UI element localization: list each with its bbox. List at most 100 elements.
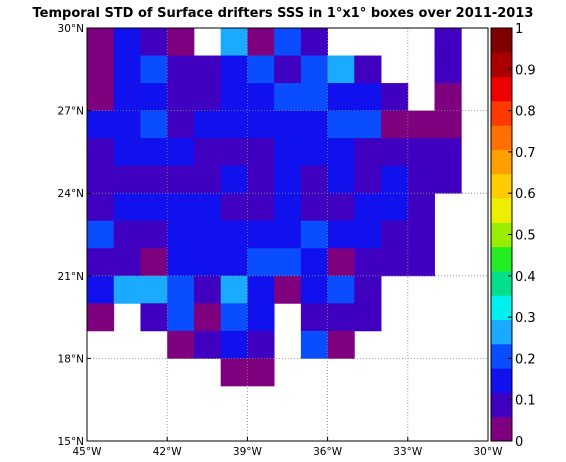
colorbar-segment [491,76,512,102]
colorbar-tick-label: 0.9 [515,63,536,78]
heatmap-cell [247,193,275,222]
colorbar-tick-label: 0.5 [515,229,536,244]
colorbar-segment [491,52,512,78]
heatmap-cell [381,220,409,249]
heatmap-cell [434,110,462,139]
heatmap-cell [300,248,328,277]
heatmap-cell [87,55,115,84]
heatmap-cell [247,303,275,332]
heatmap-cell [193,330,222,359]
heatmap-cell [87,275,115,304]
heatmap-cell [300,110,328,139]
heatmap-cell [354,220,382,249]
x-tick-label: 33°W [393,446,423,458]
heatmap-cell [274,110,302,139]
heatmap-cell [354,303,382,332]
colorbar: 0 0.1 0.2 0.3 0.4 0.5 0.6 0.7 0.8 0.9 1 [490,22,536,450]
heatmap-cell [327,248,355,277]
heatmap-cell [167,83,195,111]
heatmap-cell [220,220,248,249]
heatmap-cell [220,248,248,277]
heatmap-cell [247,248,275,277]
heatmap-cell [193,275,222,304]
heatmap-cell [87,28,115,56]
heatmap-cell [220,55,248,84]
heatmap-cell [354,138,382,167]
heatmap-cell [274,193,302,222]
heatmap-cell [327,165,355,194]
colorbar-tick-label: 0.8 [515,105,536,120]
heatmap-cell [193,83,222,111]
heatmap-cell [274,83,302,111]
heatmap-cell [327,220,355,249]
colorbar-segment [491,125,512,150]
heatmap-cell [274,138,302,167]
heatmap-cell [167,303,195,332]
heatmap-cell [113,220,141,249]
heatmap-cell [300,303,328,332]
heatmap-cell [327,275,355,304]
heatmap-cell [113,83,141,111]
heatmap-cell [407,193,435,222]
heatmap-cell [113,55,141,84]
heatmap-cell [87,83,115,111]
heatmap-cell [140,275,168,304]
heatmap-cell [113,193,141,222]
heatmap-cell [300,83,328,111]
heatmap-cell [167,275,195,304]
heatmap-cell [113,248,141,277]
heatmap-cell [220,358,248,387]
heatmap-cell [87,303,115,332]
colorbar-segment [491,173,512,199]
heatmap-cell [354,110,382,139]
heatmap-cell [220,28,248,56]
heatmap-cell [247,28,275,56]
heatmap-cell [327,138,355,167]
heatmap-cell [407,248,435,277]
heatmap-cell [300,275,328,304]
colorbar-segment [491,246,512,272]
heatmap-cell [167,330,195,359]
colorbar-tick-label: 0.6 [515,187,536,202]
y-tick-label: 27°N [58,106,84,118]
heatmap-cell [300,193,328,222]
heatmap-cell [167,193,195,222]
heatmap-cell [274,220,302,249]
heatmap-cell [167,248,195,277]
heatmap-cell [247,220,275,249]
heatmap-cell [327,110,355,139]
colorbar-segment [491,149,512,175]
heatmap-cell [247,358,275,387]
heatmap-cell [300,28,328,56]
heatmap-cell [113,138,141,167]
colorbar-tick-label: 0.7 [515,146,536,161]
heatmap-cell [220,165,248,194]
heatmap-cell [274,248,302,277]
heatmap-cell [354,248,382,277]
heatmap-cell [193,110,222,139]
y-tick-label: 30°N [58,23,84,35]
x-tick-label: 36°W [313,446,343,458]
heatmap-cell [140,303,168,332]
heatmap-cell [87,193,115,222]
heatmap-cell [220,303,248,332]
colorbar-segment [491,343,512,369]
heatmap-cell [140,28,168,56]
heatmap-cell [300,165,328,194]
y-tick-label: 21°N [58,271,84,283]
heatmap-cell [140,138,168,167]
heatmap-cell [354,193,382,222]
heatmap-cell [220,275,248,304]
colorbar-segment [491,295,512,321]
heatmap-cell [300,220,328,249]
heatmap-cell [381,248,409,277]
colorbar-tick-label: 1 [515,22,523,37]
heatmap-cell [167,28,195,56]
heatmap-cell [434,165,462,194]
colorbar-tick-label: 0.2 [515,352,536,367]
heatmap-cell [113,165,141,194]
y-tick-label: 15°N [58,436,84,448]
heatmap-cell [167,220,195,249]
heatmap-cell [407,165,435,194]
